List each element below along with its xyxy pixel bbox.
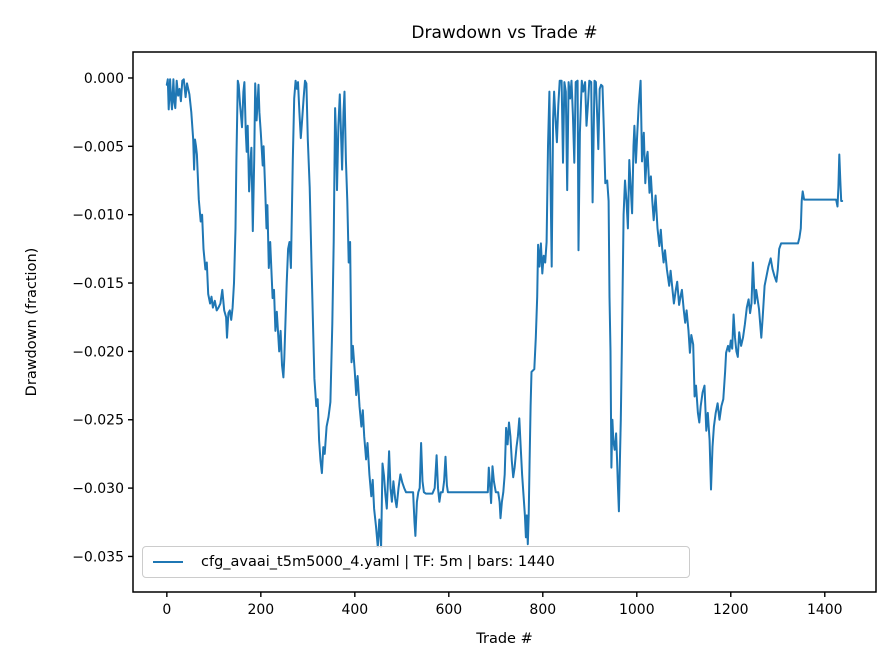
y-tick-label: −0.010 — [72, 208, 124, 224]
x-tick-label: 1200 — [713, 602, 749, 618]
axis-ticks — [128, 77, 826, 597]
legend: cfg_avaai_t5m5000_4.yaml | TF: 5m | bars… — [142, 546, 690, 578]
x-tick-label: 200 — [247, 602, 274, 618]
x-tick-label: 400 — [341, 602, 368, 618]
chart-title: Drawdown vs Trade # — [411, 23, 597, 43]
x-tick-label: 1000 — [619, 602, 655, 618]
y-tick-label: −0.030 — [72, 481, 124, 497]
x-axis-label: Trade # — [475, 631, 532, 647]
y-tick-label: −0.005 — [72, 139, 124, 155]
axis-tick-labels: 0 200 400 600 800 1000 1200 1400 0.000 −0.005 −0.0… — [72, 71, 842, 618]
y-tick-label: −0.025 — [72, 413, 124, 429]
y-axis-label: Drawdown (fraction) — [24, 248, 40, 397]
x-tick-label: 600 — [435, 602, 462, 618]
legend-line-sample — [153, 560, 183, 564]
y-tick-label: −0.015 — [72, 276, 124, 292]
legend-label: cfg_avaai_t5m5000_4.yaml | TF: 5m | bars… — [201, 554, 555, 570]
y-tick-label: 0.000 — [84, 71, 124, 87]
plot-area — [132, 51, 877, 593]
drawdown-line — [165, 78, 844, 548]
x-tick-label: 1400 — [807, 602, 843, 618]
y-tick-label: −0.020 — [72, 344, 124, 360]
y-tick-label: −0.035 — [72, 549, 124, 565]
x-tick-label: 0 — [162, 602, 171, 618]
x-tick-label: 800 — [529, 602, 556, 618]
